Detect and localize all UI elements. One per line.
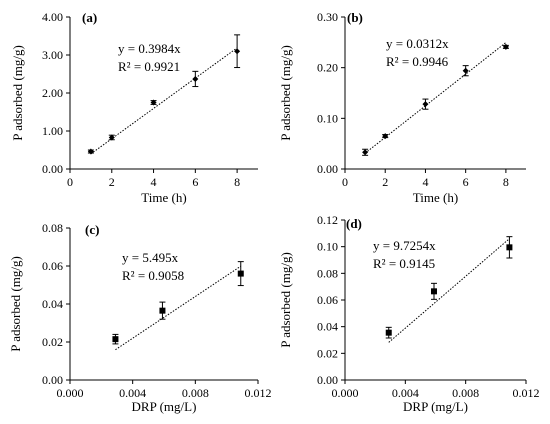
x-tick-label: 0.012 [245, 386, 272, 400]
data-point [362, 149, 369, 156]
x-axis-title: DRP (mg/L) [132, 399, 197, 414]
chart-panel-1: 0.00 1.00 2.00 3.00 4.00 0 2 4 6 8 Time (h) P adsor… [10, 10, 258, 205]
trendline [115, 265, 242, 351]
y-axis-title: P adsorbed (mg/g) [10, 45, 25, 141]
y-tick-label: 0.30 [317, 10, 338, 24]
x-tick-label: 6 [192, 175, 198, 189]
x-tick-label: 0 [67, 175, 73, 189]
y-tick-label: 4.00 [42, 10, 63, 24]
x-tick-label: 0.008 [452, 386, 479, 400]
chart-panel-4: 0.00 0.02 0.04 0.06 0.08 0.10 0.12 0.000 0.004 0.… [278, 213, 540, 414]
y-tick-label: 0.04 [42, 297, 63, 311]
r-squared-label: R² = 0.9058 [122, 268, 184, 283]
x-tick-label: 0.000 [57, 386, 84, 400]
y-tick-label: 0.06 [42, 259, 63, 273]
x-tick-label: 0.000 [332, 386, 359, 400]
x-axis-title: Time (h) [141, 190, 186, 205]
data-point [150, 99, 157, 106]
y-tick-label: 0.04 [317, 320, 338, 334]
trendline-equation: y = 0.0312x [386, 36, 449, 51]
trendline-equation: y = 9.7254x [373, 238, 436, 253]
y-tick-label: 0.02 [317, 346, 338, 360]
y-tick-label: 0.20 [317, 61, 338, 75]
trendline [90, 47, 238, 155]
y-tick-label: 0.10 [317, 111, 338, 125]
data-point [87, 148, 94, 155]
chart-panel-3: 0.00 0.02 0.04 0.06 0.08 0.000 0.004 0.008 0.012… [8, 221, 272, 414]
data-point [192, 75, 199, 82]
y-tick-label: 2.00 [42, 86, 63, 100]
y-tick-label: 0.02 [42, 335, 63, 349]
data-point [462, 67, 469, 74]
y-tick-label: 0.08 [42, 221, 63, 235]
data-point [108, 134, 115, 141]
trendline [388, 238, 510, 343]
data-point [382, 133, 389, 140]
y-axis-title: P adsorbed (mg/g) [8, 256, 23, 352]
x-tick-label: 8 [503, 175, 509, 189]
x-tick-label: 0.004 [119, 386, 146, 400]
x-axis-title: DRP (mg/L) [403, 399, 468, 414]
data-point [422, 101, 429, 108]
data-point [502, 43, 509, 50]
panel-label: (b) [347, 10, 363, 25]
x-tick-label: 0.004 [392, 386, 419, 400]
data-point [385, 329, 392, 336]
x-tick-label: 8 [234, 175, 240, 189]
r-squared-label: R² = 0.9921 [118, 59, 180, 74]
y-tick-label: 0.00 [42, 373, 63, 387]
x-tick-label: 2 [109, 175, 115, 189]
x-tick-label: 0.008 [182, 386, 209, 400]
chart-panel-2: 0.00 0.10 0.20 0.30 0 2 4 6 8 Time (h) P adsorbed … [278, 10, 526, 205]
x-tick-label: 4 [151, 175, 157, 189]
data-point [430, 288, 437, 295]
x-axis-title: Time (h) [413, 190, 458, 205]
x-tick-label: 0.012 [513, 386, 540, 400]
y-tick-label: 0.08 [317, 266, 338, 280]
panel-label: (d) [346, 216, 362, 231]
y-tick-label: 0.00 [42, 162, 63, 176]
trendline-equation: y = 5.495x [122, 250, 179, 265]
y-tick-label: 0.06 [317, 293, 338, 307]
y-tick-label: 0.00 [317, 162, 338, 176]
data-point [112, 336, 119, 343]
y-tick-label: 0.00 [317, 373, 338, 387]
data-point [234, 48, 241, 55]
data-point [506, 244, 513, 251]
data-point [159, 307, 166, 314]
panel-label: (a) [82, 10, 97, 25]
x-tick-label: 2 [382, 175, 388, 189]
y-axis-title: P adsorbed (mg/g) [278, 45, 293, 141]
x-tick-label: 6 [463, 175, 469, 189]
x-tick-label: 0 [342, 175, 348, 189]
y-axis-title: P adsorbed (mg/g) [278, 252, 293, 348]
y-tick-label: 0.12 [317, 213, 338, 227]
data-point [237, 270, 244, 277]
r-squared-label: R² = 0.9946 [386, 54, 449, 69]
y-tick-label: 3.00 [42, 48, 63, 62]
trendline-equation: y = 0.3984x [118, 41, 181, 56]
y-tick-label: 1.00 [42, 124, 63, 138]
panel-label: (c) [85, 222, 99, 237]
r-squared-label: R² = 0.9145 [373, 256, 435, 271]
x-tick-label: 4 [422, 175, 428, 189]
y-tick-label: 0.10 [317, 240, 338, 254]
